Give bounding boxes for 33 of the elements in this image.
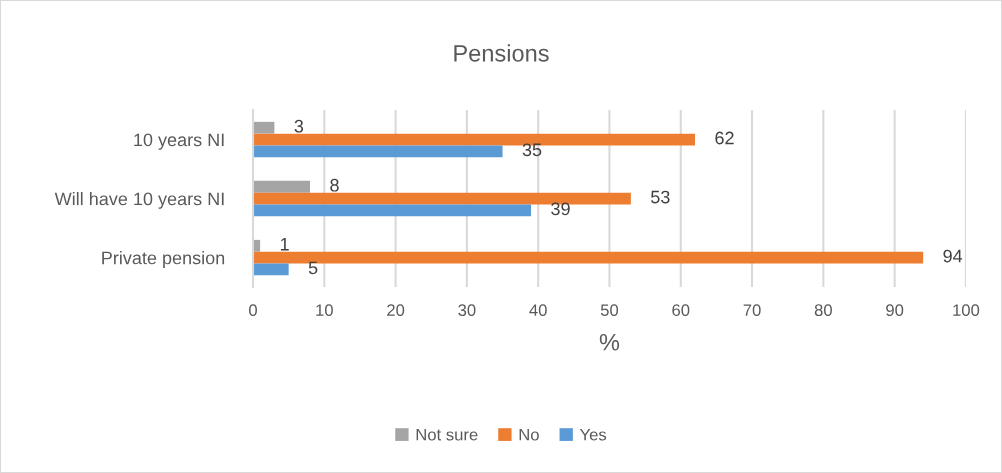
- legend-label: No: [519, 428, 539, 441]
- bar: [253, 145, 503, 158]
- data-label: 1: [280, 238, 289, 251]
- data-label: 35: [522, 143, 542, 157]
- bar: [253, 121, 275, 134]
- y-tick-label: 10 years NI: [134, 133, 224, 150]
- bar: [253, 204, 532, 217]
- bar: [253, 263, 289, 276]
- x-axis-title: %: [599, 333, 620, 351]
- y-tick-label: Private pension: [102, 251, 225, 268]
- x-tick-label: 40: [529, 304, 547, 317]
- data-label: 62: [715, 131, 734, 145]
- data-label: 8: [330, 178, 339, 192]
- bar: [253, 180, 311, 193]
- data-label: 5: [308, 261, 318, 275]
- x-tick-label: 30: [458, 304, 476, 317]
- chart-title: Pensions: [454, 44, 549, 62]
- x-tick-label: 80: [814, 304, 832, 317]
- y-tick-label: Will have 10 years NI: [54, 192, 224, 209]
- x-tick-label: 0: [249, 304, 257, 317]
- data-label: 94: [943, 249, 963, 263]
- x-tick-label: 90: [886, 304, 904, 317]
- data-label: 3: [294, 119, 304, 133]
- data-label: 53: [651, 190, 670, 204]
- x-tick-label: 70: [743, 304, 761, 317]
- x-tick-label: 100: [953, 304, 980, 317]
- x-tick-label: 60: [672, 304, 690, 317]
- legend-label: Yes: [579, 428, 607, 441]
- x-tick-label: 20: [387, 304, 405, 317]
- legend-label: Not sure: [416, 428, 478, 441]
- data-label: 39: [551, 202, 570, 216]
- x-tick-label: 10: [316, 304, 333, 317]
- x-tick-label: 50: [600, 304, 619, 317]
